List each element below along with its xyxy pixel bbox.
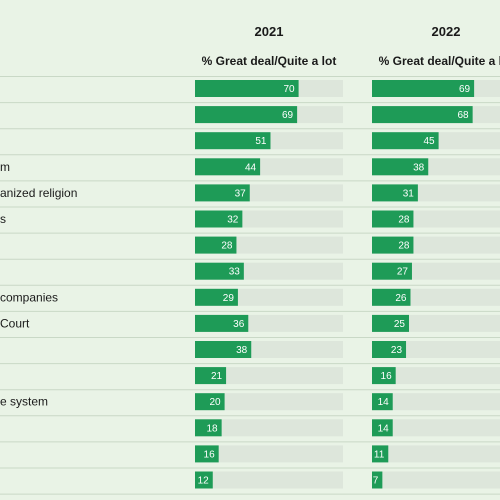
bar-value-label: 36 (233, 319, 245, 330)
bar-value-label: 28 (398, 241, 410, 252)
bar-value-label: 28 (398, 215, 410, 226)
bar-2021-9 (195, 314, 249, 332)
bar-2021-4 (195, 184, 250, 202)
bar-value-label: 14 (378, 397, 390, 408)
bar-value-label: 29 (223, 293, 235, 304)
bar-2021-15 (195, 471, 213, 489)
bar-2022-8 (372, 288, 411, 306)
bar-2022-2 (372, 132, 439, 150)
year-header-2022: 2022 (432, 24, 461, 39)
bar-2022-11 (372, 367, 396, 385)
bar-2021-14 (195, 445, 219, 463)
bar-track (195, 445, 343, 463)
bar-value-label: 11 (374, 449, 385, 460)
bar-value-label: 69 (282, 110, 294, 121)
bar-value-label: 28 (221, 241, 233, 252)
bar-2022-15 (372, 471, 383, 489)
bar-value-label: 18 (207, 423, 219, 434)
bar-value-label: 32 (227, 215, 239, 226)
bar-value-label: 16 (381, 371, 393, 382)
bar-2021-6 (195, 236, 237, 254)
bar-track (372, 367, 500, 385)
bar-value-label: 45 (423, 136, 435, 147)
bar-2021-5 (195, 210, 243, 228)
bar-value-label: 16 (204, 449, 216, 460)
bar-2021-0 (195, 80, 299, 97)
bar-value-label: 33 (229, 267, 241, 278)
bar-value-label: 38 (236, 345, 248, 356)
bar-value-label: 37 (235, 188, 247, 199)
bar-track (195, 367, 343, 385)
bar-2021-1 (195, 106, 298, 124)
bar-track (195, 471, 343, 489)
bar-2022-5 (372, 210, 414, 228)
bar-2021-13 (195, 419, 222, 437)
bar-2021-8 (195, 288, 238, 306)
bar-2021-7 (195, 262, 244, 280)
bar-2022-0 (372, 80, 475, 97)
bar-track (372, 445, 500, 463)
bar-track (372, 393, 500, 411)
bar-2022-1 (372, 106, 473, 124)
bar-2022-14 (372, 445, 389, 463)
bar-track (372, 471, 500, 489)
bar-value-label: 38 (413, 162, 425, 173)
bar-value-label: 21 (211, 371, 223, 382)
bar-value-label: 51 (255, 136, 267, 147)
bar-2022-7 (372, 262, 412, 280)
category-label: s (0, 212, 6, 226)
bar-value-label: 7 (373, 476, 379, 487)
year-header-2021: 2021 (255, 24, 284, 39)
category-label: Court (0, 316, 30, 330)
bar-value-label: 70 (283, 84, 295, 95)
bar-value-label: 69 (459, 84, 471, 95)
bar-2022-13 (372, 419, 393, 437)
bar-value-label: 14 (378, 423, 390, 434)
bar-2021-12 (195, 393, 225, 411)
bar-value-label: 26 (395, 293, 407, 304)
category-label: anized religion (0, 186, 77, 200)
bar-2021-2 (195, 132, 271, 150)
column-header-2021: % Great deal/Quite a lot (202, 54, 337, 68)
category-label: m (0, 160, 10, 174)
bar-value-label: 44 (245, 162, 257, 173)
bar-value-label: 23 (391, 345, 403, 356)
bar-2022-12 (372, 393, 393, 411)
bar-track (195, 393, 343, 411)
bar-value-label: 20 (209, 397, 221, 408)
bar-2022-9 (372, 314, 409, 332)
bar-2022-6 (372, 236, 414, 254)
category-label: e system (0, 395, 48, 409)
bar-value-label: 27 (397, 267, 409, 278)
bar-2021-10 (195, 341, 252, 358)
column-header-2022: % Great deal/Quite a lot (379, 54, 500, 68)
bar-track (195, 419, 343, 437)
bar-2022-3 (372, 158, 429, 176)
bar-track (372, 419, 500, 437)
bar-2022-4 (372, 184, 418, 202)
category-label: companies (0, 290, 58, 304)
bar-value-label: 12 (198, 476, 210, 487)
bar-2021-3 (195, 158, 261, 176)
bar-2021-11 (195, 367, 227, 385)
bar-value-label: 68 (458, 110, 470, 121)
bar-2022-10 (372, 341, 407, 358)
bar-value-label: 31 (403, 188, 415, 199)
bar-value-label: 25 (394, 319, 406, 330)
